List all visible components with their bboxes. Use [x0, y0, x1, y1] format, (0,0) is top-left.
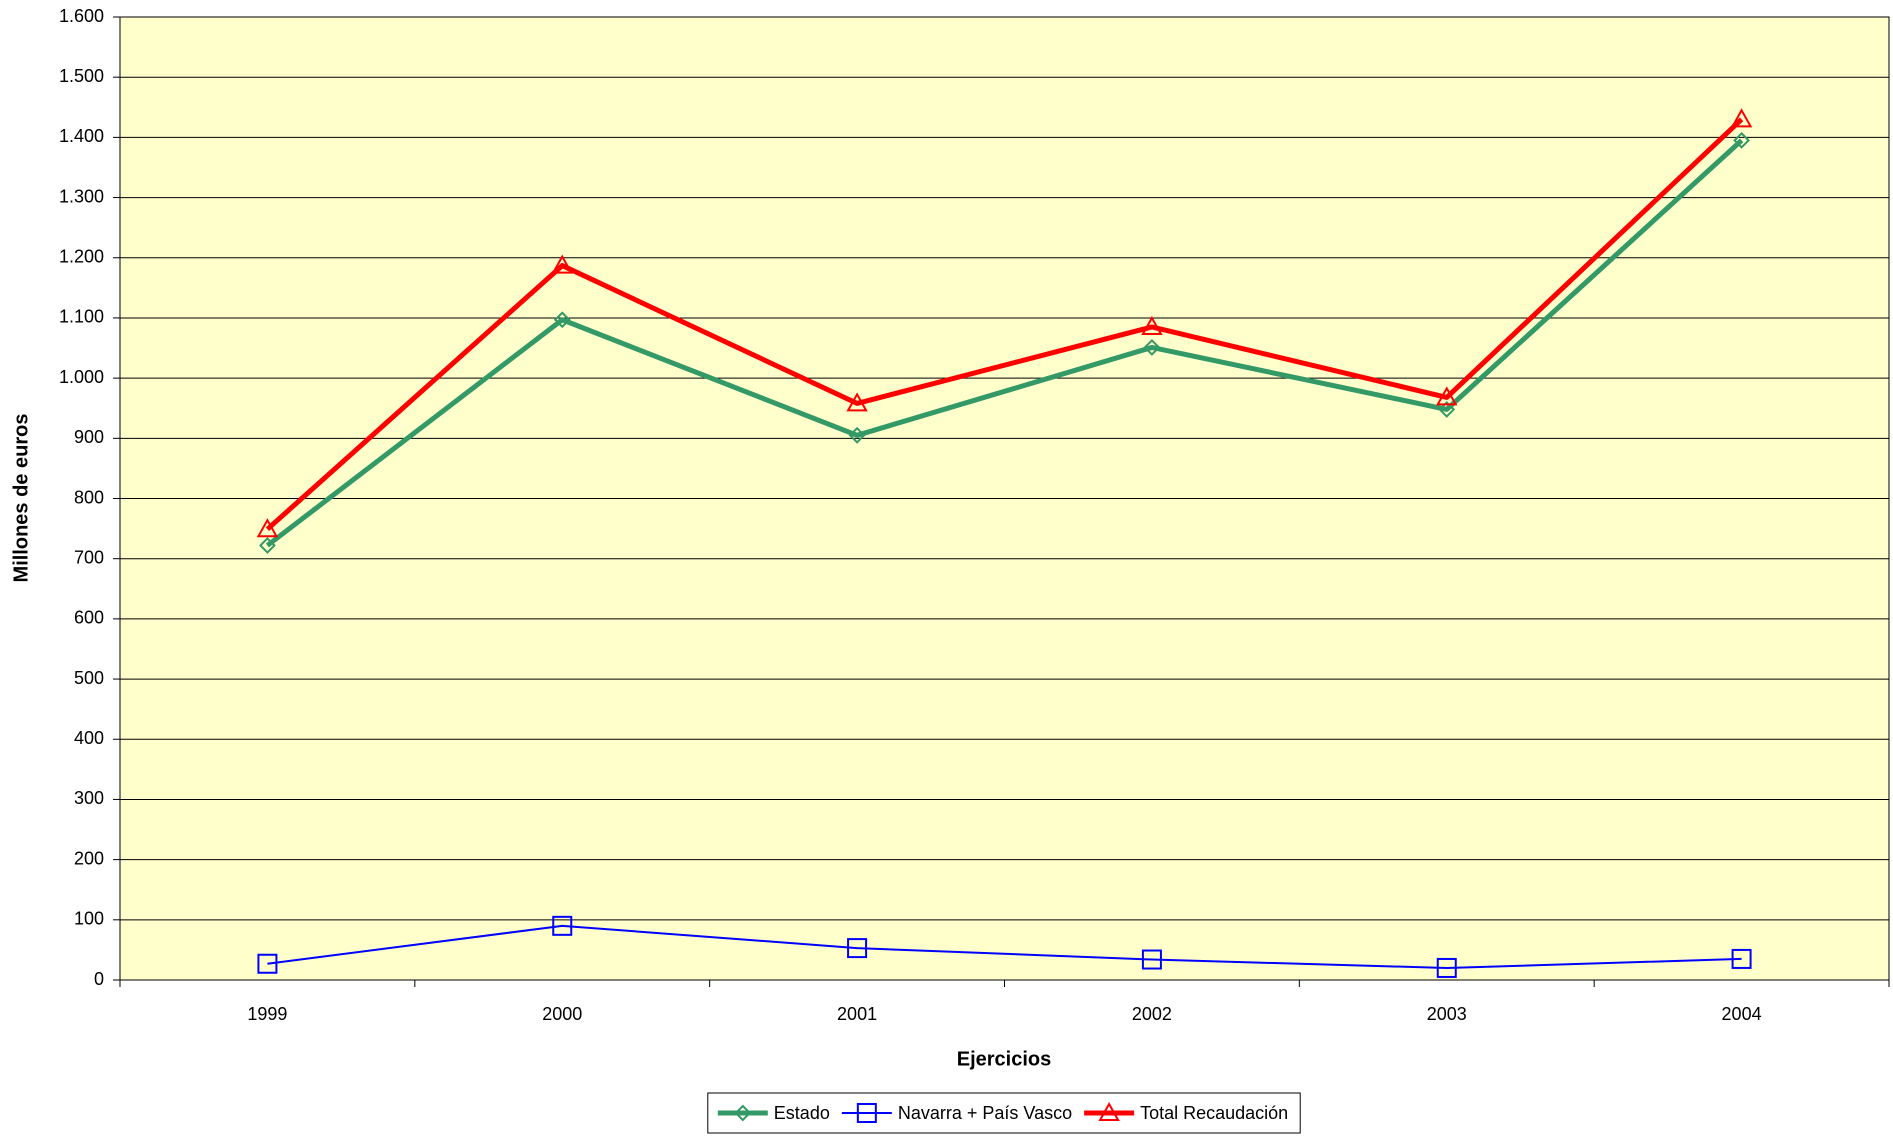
series-line [265, 117, 1744, 532]
marker [734, 1104, 752, 1122]
y-tick-label: 700 [74, 547, 104, 567]
series-line [267, 924, 1742, 969]
y-tick-label: 400 [74, 728, 104, 748]
y-tick-label: 1.000 [59, 367, 104, 387]
marker [553, 311, 571, 329]
x-tick-label: 2003 [1427, 1004, 1467, 1024]
marker [846, 392, 868, 412]
y-tick-label: 100 [74, 909, 104, 929]
marker [1733, 131, 1750, 149]
x-tick-label: 2001 [837, 1004, 877, 1024]
y-tick-label: 1.300 [59, 186, 104, 206]
legend-label: Estado [774, 1103, 830, 1123]
marker [552, 915, 573, 936]
marker [1730, 108, 1753, 128]
legend-label: Navarra + País Vasco [898, 1103, 1072, 1123]
marker [1141, 949, 1162, 970]
y-tick-label: 1.100 [59, 307, 104, 327]
series-line [265, 138, 1744, 548]
marker [847, 938, 868, 959]
y-tick-label: 300 [74, 788, 104, 808]
y-tick-label: 0 [94, 969, 104, 989]
y-tick-label: 500 [74, 668, 104, 688]
y-tick-label: 1.200 [59, 247, 104, 267]
marker [551, 254, 573, 274]
y-tick-label: 1.600 [59, 6, 104, 26]
x-tick-label: 2004 [1722, 1004, 1762, 1024]
x-tick-label: 2002 [1132, 1004, 1172, 1024]
marker [1143, 339, 1161, 356]
legend: Estado Navarra + País Vasco Total Recaudac… [707, 1092, 1301, 1134]
x-tick-label: 1999 [247, 1004, 287, 1024]
y-tick-label: 800 [74, 487, 104, 507]
legend-box [707, 1092, 1301, 1134]
marker [1141, 315, 1163, 335]
y-tick-label: 1.400 [59, 126, 104, 146]
marker [256, 518, 279, 538]
legend-label: Total Recaudación [1140, 1103, 1288, 1123]
y-axis-title: Millones de euros [10, 414, 32, 583]
marker [1436, 386, 1458, 406]
marker [1438, 401, 1456, 418]
y-tick-label: 200 [74, 848, 104, 868]
x-axis-title: Ejercicios [957, 1048, 1052, 1070]
marker [1098, 1101, 1120, 1121]
marker [259, 537, 276, 554]
y-tick-label: 1.500 [59, 66, 104, 86]
y-tick-label: 600 [74, 608, 104, 628]
marker [856, 1103, 877, 1123]
marker [257, 953, 278, 974]
y-tick-label: 900 [74, 427, 104, 447]
marker [1731, 948, 1752, 969]
marker [1436, 957, 1457, 978]
x-tick-label: 2000 [542, 1004, 582, 1024]
marker [848, 426, 866, 444]
